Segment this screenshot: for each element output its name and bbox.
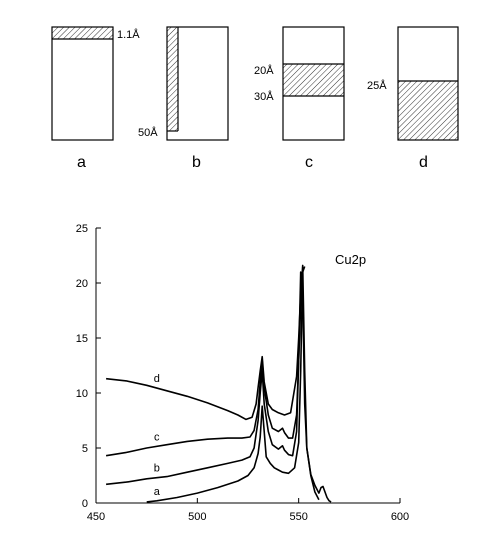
y-tick-label: 20 bbox=[76, 278, 88, 290]
diagram-d-letter: d bbox=[419, 154, 428, 171]
series-a-line bbox=[146, 264, 332, 503]
series-a-label: a bbox=[154, 486, 161, 498]
spectrum-chart: 0 5 10 15 20 25 450 500 550 600 ab c d Cu2p bbox=[76, 223, 409, 523]
series-c-line bbox=[105, 266, 306, 457]
diagram-c-box bbox=[282, 26, 345, 141]
diagram-d-thickness-label: 25Å bbox=[367, 79, 387, 92]
y-ticks: 0 5 10 15 20 25 bbox=[76, 223, 101, 510]
diagram-a: 1.1Å a bbox=[51, 26, 140, 171]
diagram-c-letter: c bbox=[305, 154, 313, 171]
diagram-c-hatched-layer bbox=[283, 64, 344, 96]
diagram-a-thickness-label: 1.1Å bbox=[117, 28, 140, 41]
diagram-b-box bbox=[166, 26, 229, 141]
y-tick-label: 10 bbox=[76, 388, 88, 400]
diagram-c-top-label: 20Å bbox=[254, 64, 274, 77]
x-tick-label: 500 bbox=[188, 511, 206, 523]
series-b-label: b bbox=[154, 463, 160, 475]
diagram-d-hatched-layer bbox=[398, 81, 458, 140]
diagram-c: 20Å 30Å c bbox=[254, 26, 345, 171]
series-d-line bbox=[106, 266, 304, 421]
x-tick-label: 450 bbox=[87, 511, 105, 523]
diagram-a-hatched-layer bbox=[52, 27, 113, 39]
x-tick-label: 550 bbox=[289, 511, 307, 523]
series-c-label: c bbox=[154, 431, 160, 443]
x-tick-label: 600 bbox=[391, 511, 409, 523]
diagram-c-bottom-label: 30Å bbox=[254, 90, 274, 103]
diagram-b-letter: b bbox=[192, 154, 201, 171]
curves bbox=[105, 264, 332, 503]
spectrum-annotation: Cu2p bbox=[335, 252, 366, 267]
series-d-label: d bbox=[154, 373, 160, 385]
y-tick-label: 25 bbox=[76, 223, 88, 235]
x-ticks: 450 500 550 600 bbox=[87, 498, 409, 523]
diagram-d-box bbox=[397, 26, 459, 141]
diagram-a-box bbox=[51, 26, 114, 141]
diagram-d: 25Å d bbox=[367, 26, 459, 171]
diagram-b-thickness-label: 50Å bbox=[138, 126, 158, 139]
y-tick-label: 0 bbox=[82, 498, 88, 510]
diagram-a-letter: a bbox=[77, 154, 86, 171]
y-tick-label: 5 bbox=[82, 443, 88, 455]
curve-labels: ab c d bbox=[154, 373, 161, 498]
series-b-line bbox=[106, 271, 320, 501]
diagram-b: 50Å b bbox=[138, 26, 229, 171]
diagram-b-hatched-layer bbox=[167, 27, 178, 131]
y-tick-label: 15 bbox=[76, 333, 88, 345]
